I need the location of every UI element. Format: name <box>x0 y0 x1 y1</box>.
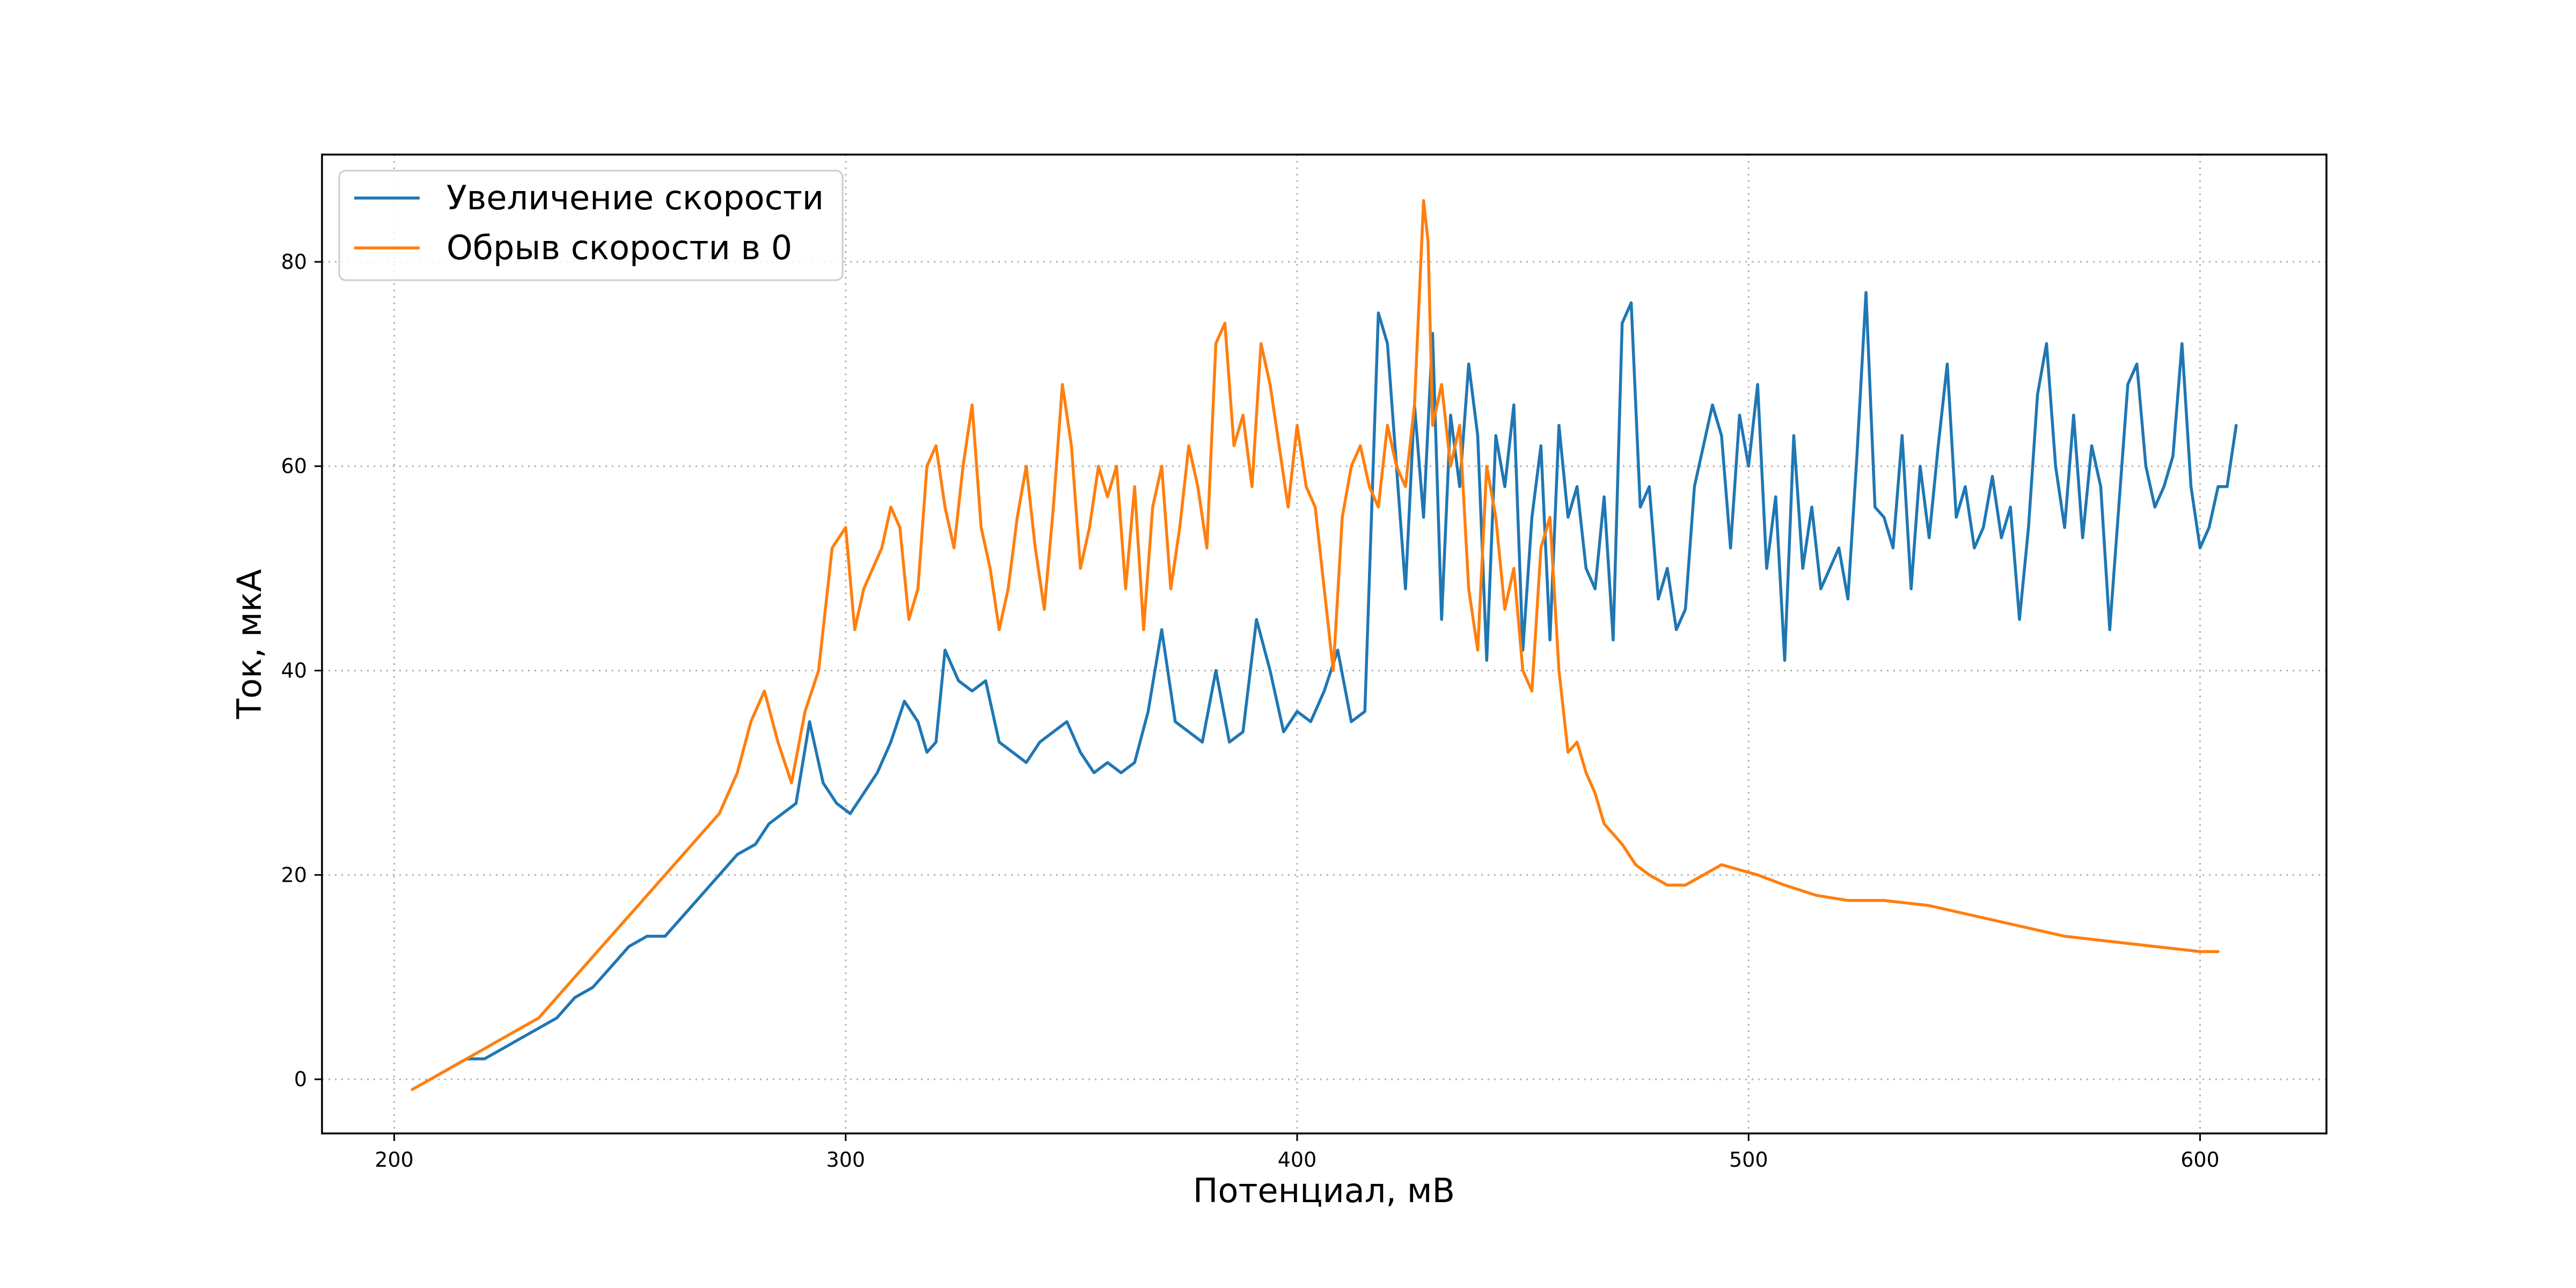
y-tick-label: 20 <box>281 863 307 887</box>
legend-label-speed-increase: Увеличение скорости <box>447 178 824 217</box>
legend-label-speed-drop: Обрыв скорости в 0 <box>447 228 792 267</box>
grid <box>322 155 2326 1133</box>
x-tick-label: 400 <box>1278 1148 1317 1172</box>
y-tick-label: 40 <box>281 659 307 683</box>
series-group <box>411 199 2238 1091</box>
x-tick-label: 200 <box>375 1148 414 1172</box>
series-line-speed-increase <box>429 291 2238 1081</box>
x-tick-label: 500 <box>1729 1148 1768 1172</box>
y-tick-label: 0 <box>294 1067 307 1091</box>
y-axis-label: Ток, мкА <box>230 569 269 719</box>
series-line-speed-drop <box>411 199 2220 1091</box>
legend-box <box>338 170 844 281</box>
plot-frame <box>321 153 2328 1135</box>
x-tick-label: 600 <box>2180 1148 2220 1172</box>
x-axis-label: Потенциал, мВ <box>1193 1171 1455 1210</box>
legend: Увеличение скорости Обрыв скорости в 0 <box>338 170 844 281</box>
axis-ticks: 200 300 400 500 600 0 20 40 60 80 <box>281 250 2220 1172</box>
x-tick-label: 300 <box>826 1148 866 1172</box>
y-tick-label: 60 <box>281 455 307 478</box>
y-tick-label: 80 <box>281 250 307 274</box>
